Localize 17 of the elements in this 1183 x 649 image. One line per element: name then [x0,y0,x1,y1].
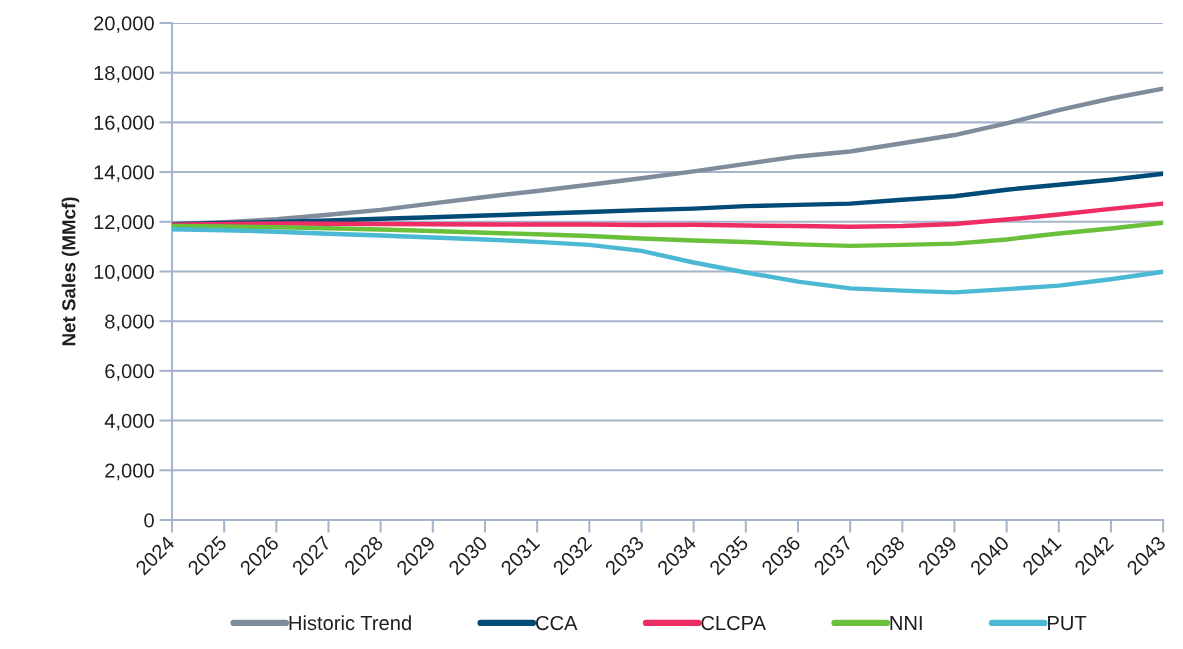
legend-label: CLCPA [701,615,766,631]
y-tick-label: 16,000 [94,115,154,133]
y-tick-label: 0 [144,513,154,528]
legend-label: CCA [536,615,578,631]
legend-label: NNI [890,616,922,630]
y-tick-label: 8,000 [105,314,154,332]
y-tick-label: 6,000 [105,364,154,381]
y-tick-label: 2,000 [105,463,154,481]
y-axis-title: Net Sales (MMcf) [61,197,80,346]
y-tick-label: 12,000 [94,215,154,232]
y-tick-label: 20,000 [94,16,154,33]
y-tick-label: 14,000 [94,165,154,182]
y-tick-label: 18,000 [94,65,154,83]
y-tick-label: 10,000 [94,264,154,282]
legend-label: PUT [1048,616,1087,631]
y-tick-label: 4,000 [104,413,154,431]
legend-label: Historic Trend [289,615,411,631]
